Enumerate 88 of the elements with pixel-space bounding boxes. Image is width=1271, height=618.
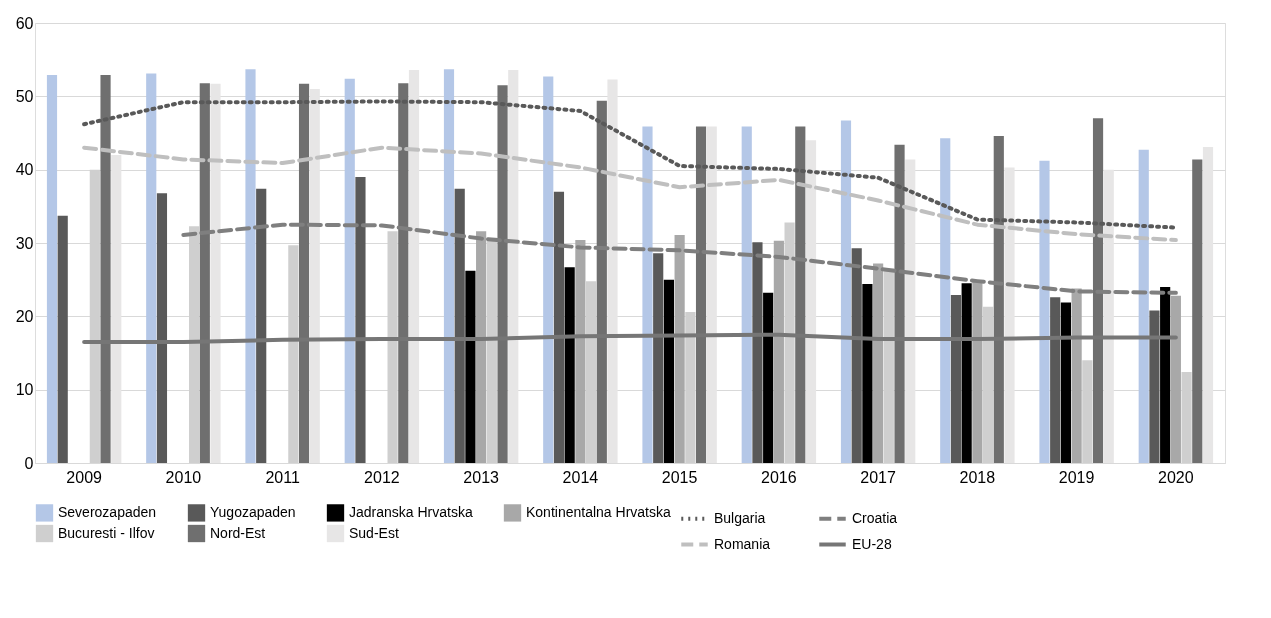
bar	[607, 79, 618, 463]
bar	[1060, 302, 1071, 463]
bar	[752, 242, 763, 463]
x-tick-label: 2012	[364, 468, 400, 486]
bar	[674, 234, 685, 463]
bar	[940, 138, 951, 463]
bar	[344, 78, 355, 463]
bar	[156, 193, 168, 463]
legend-label: Croatia	[852, 509, 898, 526]
bar	[741, 126, 752, 463]
bar	[1192, 159, 1203, 463]
y-tick-label: 0	[24, 454, 34, 472]
legend-label: Romania	[714, 535, 771, 552]
line-series	[82, 99, 1178, 230]
bar	[950, 295, 962, 463]
line-series	[82, 145, 1178, 243]
bar	[805, 140, 817, 463]
bar	[553, 191, 565, 463]
x-tick-label: 2018	[959, 468, 996, 486]
bar	[1103, 169, 1114, 463]
bar	[1181, 372, 1192, 463]
bar	[465, 270, 476, 463]
line-series	[181, 222, 1178, 295]
bar	[840, 120, 852, 463]
bar	[476, 231, 487, 463]
x-tick-label: 2013	[463, 468, 500, 486]
y-tick-label: 10	[15, 381, 34, 399]
bar	[1050, 297, 1061, 463]
bar	[851, 248, 862, 463]
bar	[873, 263, 884, 463]
bar	[1149, 310, 1160, 463]
bar	[210, 83, 221, 463]
bar	[1004, 167, 1015, 463]
legend-label: Bucuresti - Ilfov	[58, 524, 155, 541]
y-tick-label: 40	[15, 161, 34, 179]
bar	[1071, 288, 1082, 463]
bar	[653, 253, 664, 463]
bar	[146, 73, 157, 463]
bar	[1039, 160, 1050, 463]
bar	[245, 69, 256, 463]
legend-label: Jadranska Hrvatska	[349, 503, 473, 520]
bar	[57, 215, 68, 463]
bar	[454, 188, 465, 463]
bar	[111, 155, 122, 463]
bar	[1170, 295, 1181, 463]
bar	[1138, 149, 1149, 463]
bar	[763, 292, 774, 463]
legend-label: EU-28	[852, 535, 892, 552]
y-tick-label: 20	[15, 307, 34, 325]
bar	[642, 126, 653, 463]
bar	[961, 283, 972, 463]
x-tick-label: 2014	[562, 468, 599, 486]
bar	[46, 75, 58, 463]
legend-label: Bulgaria	[714, 509, 766, 526]
legend-label: Severozapaden	[58, 503, 157, 520]
y-tick-label: 30	[15, 234, 34, 252]
bar	[309, 89, 320, 463]
bar	[784, 222, 795, 463]
bar	[706, 126, 717, 463]
bar	[256, 188, 267, 463]
y-tick-label: 60	[15, 14, 34, 32]
x-tick-label: 2016	[761, 468, 797, 486]
bar	[408, 69, 420, 463]
x-tick-label: 2010	[165, 468, 202, 486]
bar	[575, 240, 586, 463]
bar	[972, 281, 983, 463]
bar	[905, 159, 916, 463]
x-tick-label: 2011	[265, 468, 300, 486]
bar	[1202, 146, 1214, 463]
x-tick-label: 2015	[661, 468, 698, 486]
bar	[564, 267, 575, 463]
bar	[1160, 287, 1171, 463]
legend-label: Yugozapaden	[210, 503, 296, 520]
bar	[773, 240, 784, 463]
x-tick-label: 2019	[1058, 468, 1095, 486]
x-tick-label: 2017	[860, 468, 897, 486]
legend-label: Kontinentalna Hrvatska	[526, 503, 671, 520]
bar	[508, 69, 519, 463]
bar	[862, 284, 873, 463]
bar	[443, 69, 455, 463]
x-tick-label: 2009	[66, 468, 103, 486]
bar	[355, 177, 366, 463]
legend-label: Nord-Est	[210, 524, 266, 541]
x-tick-label: 2020	[1158, 468, 1194, 486]
bar	[543, 76, 554, 463]
y-tick-label: 50	[15, 87, 34, 105]
bar	[663, 279, 674, 463]
legend-label: Sud-Est	[349, 524, 399, 541]
